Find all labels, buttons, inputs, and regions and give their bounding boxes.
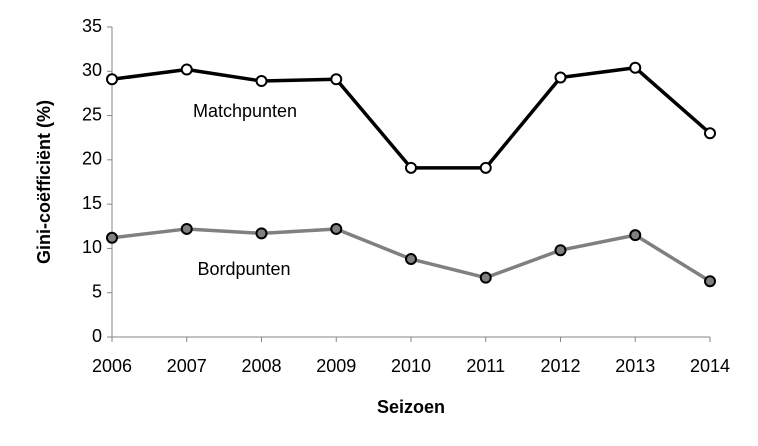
data-point <box>330 222 343 235</box>
y-tick-label: 5 <box>92 281 102 301</box>
y-axis-title: Gini-coëfficiënt (%) <box>34 100 54 264</box>
y-tick-label: 30 <box>82 60 102 80</box>
x-tick-label: 2006 <box>92 356 132 376</box>
series-label: Bordpunten <box>197 259 290 279</box>
data-point <box>554 71 567 84</box>
data-point <box>704 127 716 140</box>
data-point <box>255 227 268 240</box>
data-point <box>330 73 343 86</box>
x-axis-title: Seizoen <box>377 397 445 417</box>
data-point <box>629 61 642 74</box>
y-tick-label: 10 <box>82 237 102 257</box>
data-point <box>180 222 193 235</box>
x-tick-label: 2013 <box>615 356 655 376</box>
data-point <box>255 75 268 88</box>
x-tick-label: 2014 <box>690 356 730 376</box>
data-point <box>479 271 492 284</box>
x-tick-label: 2012 <box>540 356 580 376</box>
y-tick-label: 15 <box>82 193 102 213</box>
data-point <box>554 244 567 257</box>
y-tick-label: 20 <box>82 149 102 169</box>
y-tick-label: 0 <box>92 326 102 346</box>
y-tick-label: 35 <box>82 16 102 36</box>
data-point <box>106 231 118 244</box>
data-point <box>704 275 716 288</box>
x-tick-label: 2009 <box>316 356 356 376</box>
data-point <box>479 161 492 174</box>
series-label: Matchpunten <box>193 101 297 121</box>
x-tick-label: 2008 <box>241 356 281 376</box>
y-tick-label: 25 <box>82 104 102 124</box>
x-tick-label: 2011 <box>466 356 505 376</box>
x-tick-label: 2007 <box>167 356 207 376</box>
data-point <box>106 73 118 86</box>
data-point <box>180 63 193 76</box>
data-point <box>405 161 417 174</box>
data-point <box>405 253 417 266</box>
x-tick-label: 2010 <box>391 356 431 376</box>
data-point <box>629 229 642 242</box>
